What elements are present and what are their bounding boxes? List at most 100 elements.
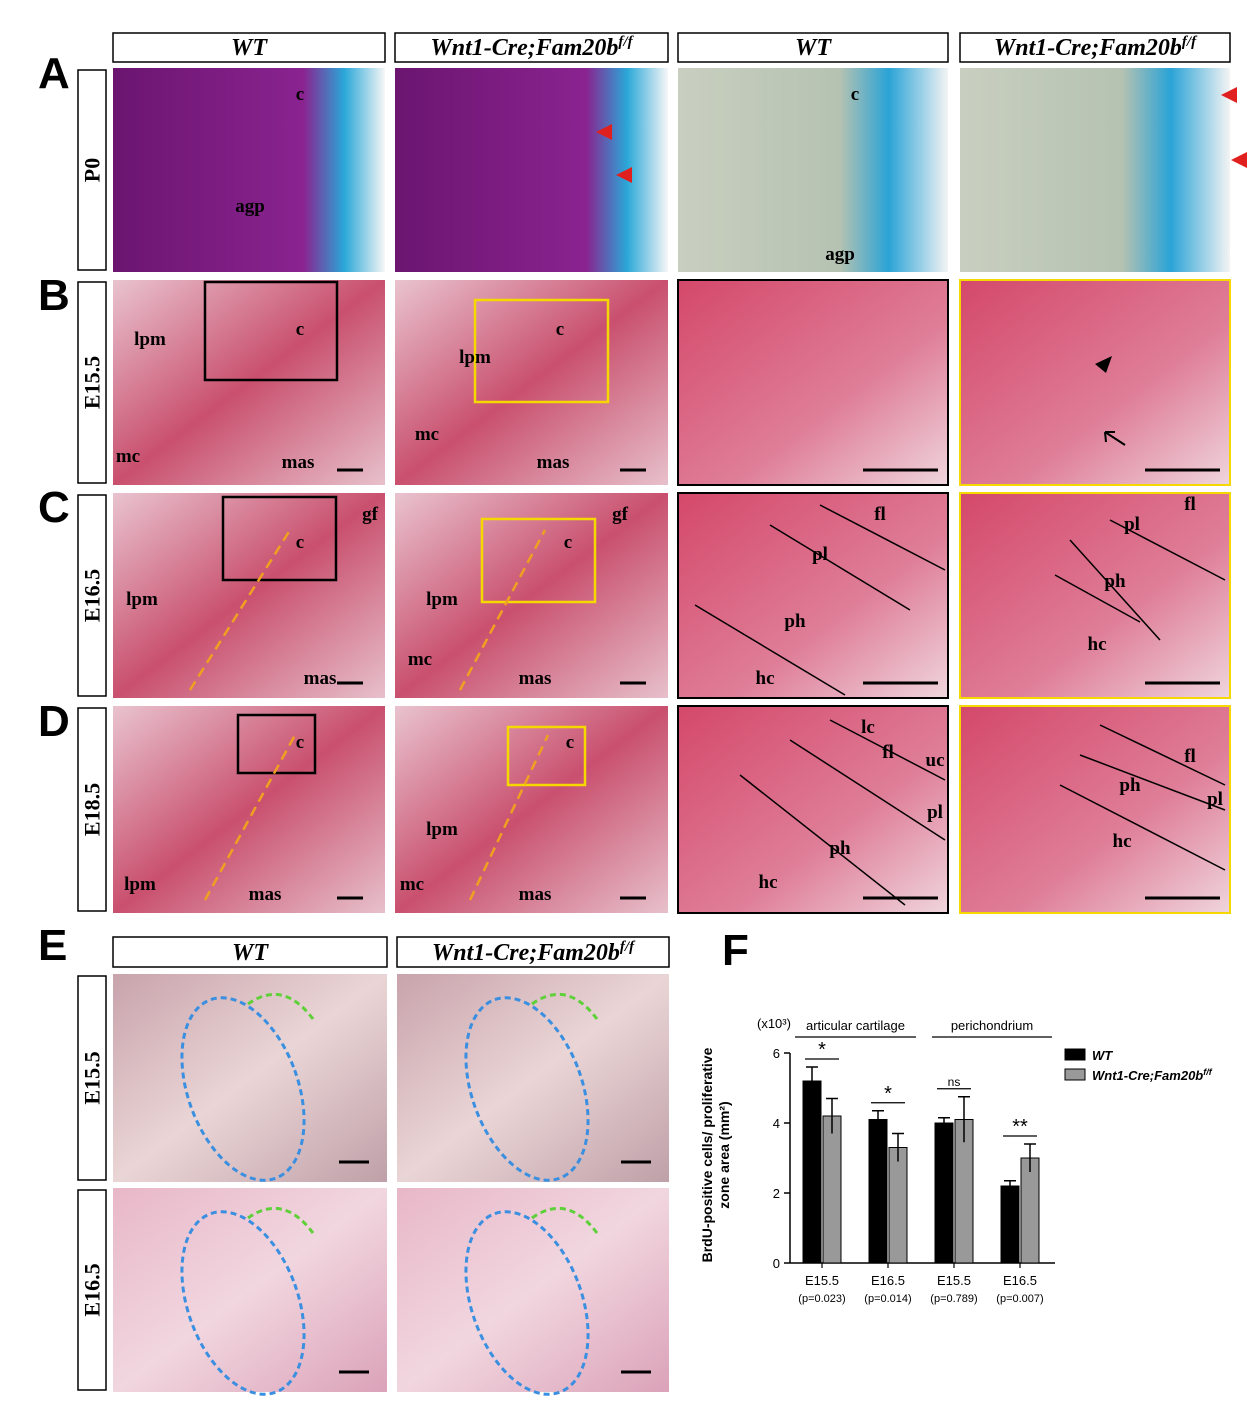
annotation: c	[564, 532, 572, 553]
zone-line	[1069, 539, 1161, 641]
legend-label: WT	[1092, 1048, 1113, 1063]
significance-label: *	[884, 1083, 892, 1105]
image	[113, 68, 385, 272]
row-label-box	[77, 281, 107, 484]
outline-dashed	[247, 992, 315, 1020]
annotation: hc	[1088, 634, 1107, 655]
annotation: c	[296, 319, 304, 340]
header-text: WT	[795, 35, 832, 61]
image	[395, 706, 668, 913]
annotation: c	[296, 732, 304, 753]
panel-letter: D	[38, 697, 70, 746]
image	[395, 493, 668, 698]
annotation: lpm	[426, 589, 458, 610]
zone-line	[694, 604, 846, 696]
image	[677, 492, 949, 699]
y-axis-label: BrdU-positive cells/ proliferative	[699, 1047, 715, 1262]
image	[397, 974, 669, 1182]
header-sup: f/f	[1182, 34, 1198, 50]
row-label: P0	[80, 158, 105, 182]
image	[677, 279, 949, 486]
annotation: lpm	[124, 874, 156, 895]
legend-label: Wnt1-Cre;Fam20bf/f	[1092, 1067, 1213, 1083]
error-bar	[938, 1117, 950, 1129]
x-tick-note: (p=0.014)	[864, 1293, 911, 1305]
annotation: hc	[1113, 831, 1132, 852]
annotation: mas	[537, 452, 570, 473]
inset-box	[480, 517, 597, 604]
row-label: E16.5	[80, 1263, 105, 1316]
annotation: c	[851, 84, 859, 105]
row-label-box	[77, 1189, 107, 1391]
panel-letter: E	[38, 921, 67, 970]
annotation: pl	[927, 802, 943, 823]
header-text: Wnt1-Cre;Fam20bf/f	[430, 34, 634, 61]
header-text: Wnt1-Cre;Fam20bf/f	[994, 34, 1198, 61]
significance-label: *	[818, 1039, 826, 1061]
annotation: ph	[1104, 571, 1126, 592]
arrow	[1104, 431, 1126, 446]
panel-letter: A	[38, 49, 70, 98]
error-bar	[806, 1066, 818, 1095]
zone-line	[829, 719, 946, 781]
legend-name: WT	[1092, 1048, 1113, 1063]
annotation: lpm	[126, 589, 158, 610]
error-bar	[1024, 1143, 1036, 1172]
annotation: gf	[362, 504, 379, 525]
image	[113, 974, 387, 1182]
annotation: lpm	[134, 329, 166, 350]
zone-line	[769, 524, 911, 611]
annotation: mas	[249, 884, 282, 905]
image	[395, 68, 668, 272]
annotation: pl	[812, 544, 828, 565]
group-label: perichondrium	[951, 1018, 1033, 1033]
header-main: WT	[231, 35, 268, 61]
annotation: mas	[519, 884, 552, 905]
error-bar	[1004, 1180, 1016, 1192]
x-tick-label: E16.5	[1003, 1273, 1037, 1288]
image	[677, 705, 949, 914]
error-bar	[826, 1097, 838, 1134]
annotation: c	[566, 732, 574, 753]
image	[959, 705, 1231, 914]
panel-letter: F	[722, 926, 749, 975]
header-box	[394, 32, 669, 63]
annotation: hc	[759, 872, 778, 893]
row-label-box	[77, 69, 107, 271]
annotation: pl	[1207, 789, 1223, 810]
annotation: agp	[235, 196, 265, 217]
row-label-box	[77, 707, 107, 912]
annotation: pl	[1124, 514, 1140, 535]
group-label: articular cartilage	[806, 1018, 905, 1033]
panel-letter: B	[38, 271, 70, 320]
legend-swatch	[1064, 1068, 1086, 1081]
header-main: Wnt1-Cre;Fam20b	[430, 35, 618, 61]
inset-box	[203, 280, 339, 382]
annotation: c	[556, 319, 564, 340]
image	[395, 280, 668, 485]
annotation: mas	[519, 668, 552, 689]
arrowhead	[1221, 87, 1237, 103]
bar	[934, 1122, 954, 1264]
x-tick-note: (p=0.023)	[798, 1293, 845, 1305]
annotation: mas	[304, 668, 337, 689]
bar	[1020, 1157, 1040, 1264]
zone-line	[1079, 754, 1226, 811]
image	[959, 492, 1231, 699]
image	[960, 68, 1230, 272]
annotation: mc	[116, 446, 140, 467]
header-box	[396, 936, 670, 968]
header-text: WT	[232, 940, 269, 966]
zone-line	[1059, 784, 1226, 871]
x-tick-label: E15.5	[805, 1273, 839, 1288]
inset-box	[221, 495, 338, 582]
zone-line	[819, 504, 946, 571]
annotation: hc	[756, 668, 775, 689]
annotation: fl	[1184, 746, 1196, 767]
y-tick-label: 4	[773, 1116, 780, 1131]
header-box	[677, 32, 949, 63]
bar	[888, 1147, 908, 1264]
arrowhead	[1231, 152, 1247, 168]
axis-dash	[468, 734, 550, 901]
